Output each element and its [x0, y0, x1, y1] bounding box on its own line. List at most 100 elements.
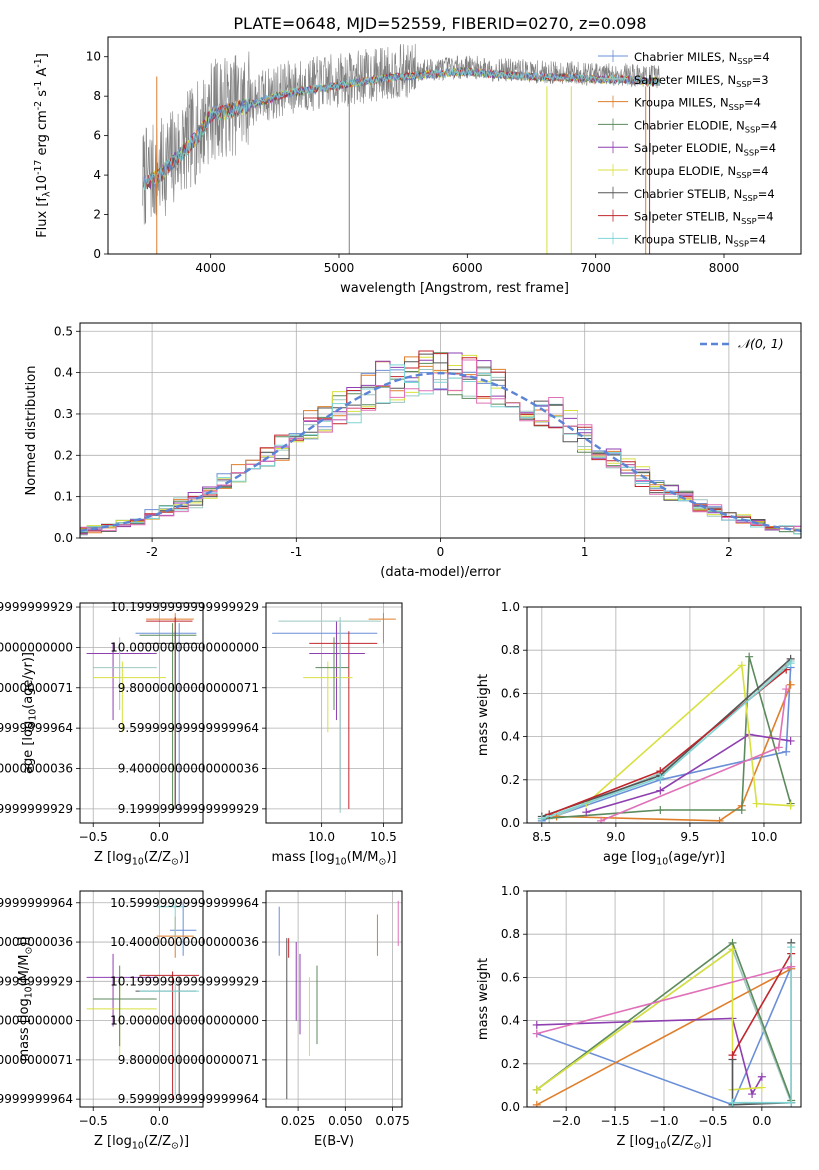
residual-histogram-panel: -2 -1 0 1 2 0.0 0.1 0.2 0.3 0.4 0.5 (data-model)/er… — [24, 322, 802, 580]
axes: 8.5 9.0 9.5 10.0 0.0 0.2 0.4 0.6 0.8 1.0 age [log1… — [476, 600, 802, 868]
y-tick-label: 4 — [93, 168, 101, 182]
weight-line — [541, 658, 792, 818]
y-tick-label: 0.1 — [54, 490, 73, 504]
x-tick-label: 8000 — [709, 261, 740, 275]
x-tick-label: 0.0 — [150, 1114, 169, 1128]
y-tick-label: 9.59999999999999964 — [0, 1092, 73, 1106]
y-tick-label: 9.19999999999999929 — [118, 802, 259, 816]
residual-histogram — [80, 352, 801, 534]
observed-spectrum — [142, 43, 660, 225]
plot-area — [86, 613, 200, 813]
weight-line — [536, 1017, 763, 1097]
x-axis-label: Z [log10(Z/Z⊙)] — [616, 1134, 711, 1152]
x-tick-label: −2.0 — [552, 1114, 581, 1128]
y-tick-label: 0.2 — [501, 773, 520, 787]
weight-marker — [774, 743, 783, 752]
y-tick-label: 0.5 — [54, 324, 73, 338]
y-tick-label: 10.19999999999999929 — [110, 974, 259, 988]
weight-line — [541, 667, 792, 822]
weight-marker — [787, 1098, 796, 1107]
x-tick-label: 4000 — [195, 261, 226, 275]
plot-area — [278, 900, 399, 1100]
y-tick-label: 1.0 — [501, 884, 520, 898]
x-tick-label: 9.0 — [606, 830, 625, 844]
x-tick-label: −0.5 — [79, 830, 108, 844]
weight-marker — [656, 806, 665, 815]
axes-frame — [265, 602, 403, 824]
x-tick-label: 0 — [437, 545, 445, 559]
weight-marker — [728, 1098, 737, 1107]
weight-marker — [782, 685, 791, 694]
weight-line — [585, 663, 791, 807]
y-tick-label: 0.8 — [501, 643, 520, 657]
y-tick-label: 10.59999999999999964 — [110, 896, 259, 910]
plot-area — [537, 652, 795, 823]
x-axis-label: wavelength [Angstrom, rest frame] — [340, 281, 569, 296]
weight-marker — [597, 816, 606, 823]
weight-marker — [757, 1072, 766, 1081]
y-axis-label: Normed distribution — [24, 366, 39, 496]
weight-line — [536, 947, 762, 1091]
figure-title: PLATE=0648, MJD=52559, FIBERID=0270, z=0… — [233, 14, 646, 33]
y-tick-label: 10.40000000000000036 — [0, 935, 73, 949]
legend-label: Salpeter MILES, NSSP=3 — [634, 73, 769, 89]
legend-label: Kroupa ELODIE, NSSP=4 — [634, 164, 769, 180]
weight-marker — [786, 736, 795, 745]
y-tick-label: 9.40000000000000036 — [0, 762, 73, 776]
mass-vs-metallicity-panel: −0.5 0.0 9.59999999999999964 9.800000000000… — [0, 890, 204, 1152]
weight-marker — [737, 806, 746, 815]
y-tick-label: 0.0 — [54, 531, 73, 545]
y-tick-label: 0.8 — [501, 927, 520, 941]
x-axis-label: Z [log10(Z/Z⊙)] — [94, 1134, 189, 1152]
y-tick-label: 10.00000000000000000 — [0, 1014, 73, 1028]
weight-line — [548, 660, 792, 820]
age-vs-metallicity-panel: −0.5 0.0 9.19999999999999929 9.400000000000… — [0, 600, 204, 868]
axes-frame — [265, 890, 403, 1108]
axes: 0.025 0.050 0.075 9.59999999999999964 9.8000… — [110, 890, 410, 1149]
weight-marker — [757, 1083, 766, 1092]
x-tick-label: 10.5 — [370, 830, 397, 844]
x-tick-label: 0.025 — [281, 1114, 315, 1128]
weight-marker — [537, 814, 546, 823]
model-spectrum — [142, 67, 661, 191]
y-tick-label: 10 — [86, 50, 101, 64]
y-tick-label: 0.0 — [501, 1100, 520, 1114]
x-tick-label: -1 — [290, 545, 302, 559]
legend-label: Salpeter ELODIE, NSSP=4 — [634, 141, 776, 157]
plot-area — [86, 898, 200, 1100]
x-tick-label: 10.0 — [751, 830, 778, 844]
legend-label: Kroupa MILES, NSSP=4 — [634, 96, 761, 112]
weight-marker — [786, 680, 795, 689]
axes: 10.0 10.5 9.19999999999999929 9.40000000000… — [110, 600, 403, 868]
x-axis-label: age [log10(age/yr)] — [603, 850, 725, 868]
y-tick-label: 10.19999999999999929 — [0, 974, 73, 988]
y-tick-label: 0.0 — [501, 816, 520, 830]
y-axis-label: mass weight — [476, 674, 491, 756]
axes-frame — [526, 606, 802, 824]
weight-marker — [532, 1085, 541, 1094]
x-tick-label: 6000 — [452, 261, 483, 275]
x-tick-label: 1 — [581, 545, 589, 559]
x-axis-label: E(B-V) — [314, 1134, 354, 1149]
y-tick-label: 0.4 — [501, 1014, 520, 1028]
x-tick-label: −1.0 — [649, 1114, 678, 1128]
y-tick-label: 9.40000000000000036 — [118, 762, 259, 776]
y-axis-label: mass [log10(M/M⊙)] — [17, 937, 35, 1062]
x-tick-label: −1.5 — [601, 1114, 630, 1128]
plot-area — [532, 938, 796, 1107]
residual-histogram — [80, 352, 801, 535]
x-tick-label: 2 — [725, 545, 733, 559]
histogram-legend: 𝒩(0, 1) — [700, 336, 784, 351]
y-tick-label: 10.19999999999999929 — [110, 600, 259, 614]
y-tick-label: 9.80000000000000071 — [118, 1053, 259, 1067]
x-tick-label: 0.0 — [752, 1114, 771, 1128]
weight-line — [731, 953, 792, 1056]
plot-area — [142, 43, 661, 254]
y-tick-label: 9.80000000000000071 — [118, 681, 259, 695]
y-tick-label: 9.80000000000000071 — [0, 1053, 73, 1067]
legend-label: Chabrier STELIB, NSSP=4 — [634, 187, 775, 203]
x-tick-label: −0.5 — [79, 1114, 108, 1128]
axes: 4000 5000 6000 7000 8000 0 2 4 6 8 10 wavelength [A… — [33, 36, 802, 296]
x-tick-label: -2 — [146, 545, 158, 559]
